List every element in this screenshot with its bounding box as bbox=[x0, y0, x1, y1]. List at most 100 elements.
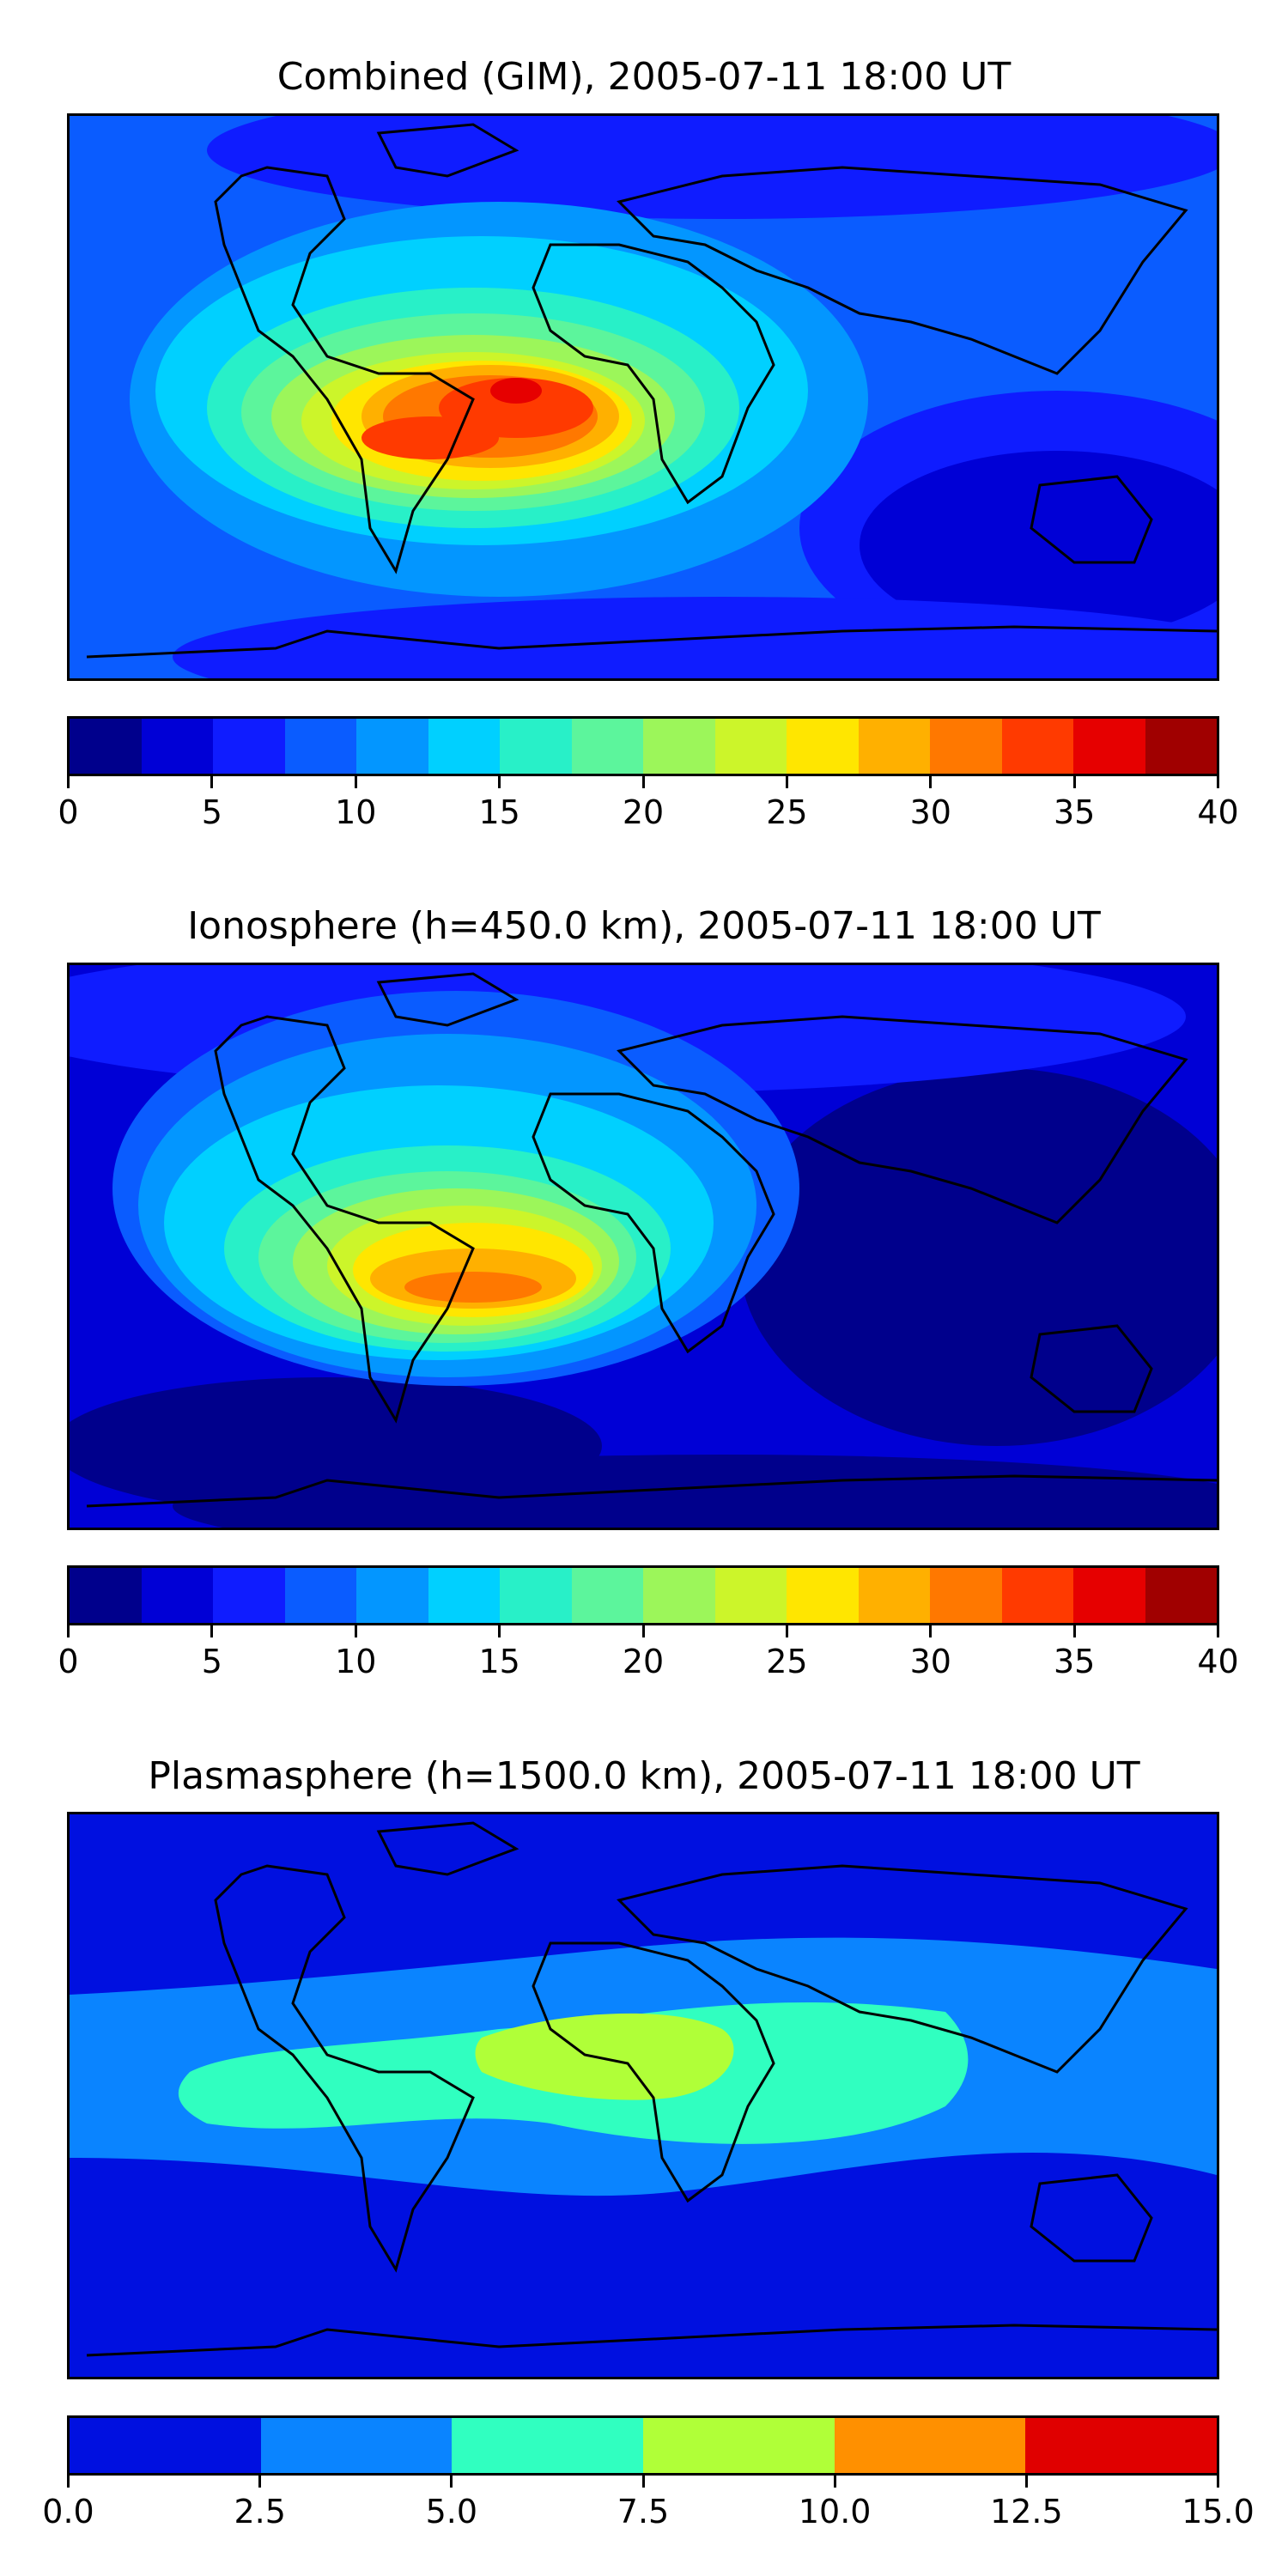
colorbar-segment bbox=[141, 719, 213, 774]
colorbar-tick-label: 0 bbox=[58, 793, 79, 831]
colorbar-segment bbox=[714, 719, 787, 774]
colorbar-segment bbox=[428, 1568, 500, 1623]
colorbar-plasmasphere bbox=[67, 2415, 1219, 2476]
colorbar-tick bbox=[833, 2476, 836, 2488]
colorbar-tick bbox=[354, 1625, 357, 1637]
colorbar-segment bbox=[1025, 2418, 1217, 2473]
colorbar-segment bbox=[1073, 1568, 1145, 1623]
colorbar-ionosphere bbox=[67, 1565, 1219, 1625]
colorbar-tick-label: 5 bbox=[201, 793, 222, 831]
colorbar-segment bbox=[643, 2418, 835, 2473]
colorbar-segment bbox=[1073, 719, 1145, 774]
colorbar-segment bbox=[714, 1568, 787, 1623]
colorbar-segment bbox=[571, 1568, 643, 1623]
colorbar-segment bbox=[500, 719, 572, 774]
colorbar-tick bbox=[641, 2476, 645, 2488]
colorbar-tick bbox=[67, 2476, 70, 2488]
colorbar-tick-label: 25 bbox=[766, 1643, 808, 1680]
colorbar-segment bbox=[1001, 1568, 1073, 1623]
colorbar-tick-label: 15 bbox=[478, 1643, 520, 1680]
colorbar-tick-label: 25 bbox=[766, 793, 808, 831]
colorbar-tick-label: 20 bbox=[622, 1643, 665, 1680]
colorbar-tick bbox=[641, 776, 645, 788]
colorbar-tick-label: 5 bbox=[201, 1643, 222, 1680]
colorbar-segment bbox=[930, 1568, 1002, 1623]
colorbar-tick bbox=[1072, 1625, 1076, 1637]
colorbar-segment bbox=[452, 2418, 644, 2473]
colorbar-tick bbox=[1217, 776, 1219, 788]
colorbar-tick bbox=[1217, 2476, 1219, 2488]
colorbar-tick-label: 12.5 bbox=[990, 2493, 1063, 2530]
colorbar-segment bbox=[284, 719, 356, 774]
colorbar-tick-label: 35 bbox=[1053, 793, 1096, 831]
colorbar-segment bbox=[70, 1568, 142, 1623]
colorbar-tick bbox=[498, 776, 501, 788]
colorbar-segment bbox=[834, 2418, 1026, 2473]
colorbar-tick bbox=[450, 2476, 453, 2488]
colorbar-segment bbox=[930, 719, 1002, 774]
colorbar-tick bbox=[785, 1625, 788, 1637]
panel-title-combined: Combined (GIM), 2005-07-11 18:00 UT bbox=[276, 55, 1012, 99]
colorbar-tick-label: 2.5 bbox=[234, 2493, 286, 2530]
colorbar-tick-label: 10 bbox=[335, 793, 377, 831]
coastlines bbox=[86, 123, 1217, 659]
colorbar-tick bbox=[210, 776, 214, 788]
colorbar-tick-label: 5.0 bbox=[425, 2493, 478, 2530]
colorbar-tick bbox=[258, 2476, 262, 2488]
colorbar-segment bbox=[284, 1568, 356, 1623]
map-combined-svg bbox=[70, 116, 1217, 678]
colorbar-tick-label: 15.0 bbox=[1182, 2493, 1255, 2530]
colorbar-tick-label: 0 bbox=[58, 1643, 79, 1680]
colorbar-tick bbox=[67, 776, 70, 788]
colorbar-segment bbox=[643, 719, 715, 774]
colorbar-segment bbox=[356, 719, 428, 774]
panel-title-plasmasphere: Plasmasphere (h=1500.0 km), 2005-07-11 1… bbox=[148, 1754, 1140, 1798]
colorbar-tick-label: 35 bbox=[1053, 1643, 1096, 1680]
colorbar-segment bbox=[70, 2418, 261, 2473]
coastlines bbox=[86, 972, 1217, 1508]
colorbar-segment bbox=[571, 719, 643, 774]
colorbar-tick bbox=[785, 776, 788, 788]
colorbar-tick-label: 15 bbox=[478, 793, 520, 831]
colorbar-segment bbox=[70, 719, 142, 774]
colorbar-tick bbox=[1072, 776, 1076, 788]
map-combined bbox=[67, 113, 1219, 681]
colorbar-tick-label: 10 bbox=[335, 1643, 377, 1680]
colorbar-tick-label: 30 bbox=[909, 793, 951, 831]
colorbar-segment bbox=[356, 1568, 428, 1623]
map-ionosphere-svg bbox=[70, 965, 1217, 1528]
colorbar-segment bbox=[500, 1568, 572, 1623]
colorbar-segment bbox=[141, 1568, 213, 1623]
colorbar-tick-label: 7.5 bbox=[617, 2493, 670, 2530]
colorbar-segment bbox=[858, 719, 930, 774]
colorbar-tick bbox=[929, 776, 933, 788]
colorbar-tick bbox=[929, 1625, 933, 1637]
colorbar-tick-label: 20 bbox=[622, 793, 665, 831]
colorbar-tick bbox=[498, 1625, 501, 1637]
colorbar-tick-label: 30 bbox=[909, 1643, 951, 1680]
colorbar-combined bbox=[67, 716, 1219, 776]
colorbar-segment bbox=[787, 1568, 859, 1623]
colorbar-segment bbox=[643, 1568, 715, 1623]
colorbar-tick bbox=[210, 1625, 214, 1637]
colorbar-segment bbox=[1145, 1568, 1217, 1623]
colorbar-tick-label: 0.0 bbox=[42, 2493, 94, 2530]
colorbar-tick bbox=[1024, 2476, 1028, 2488]
colorbar-segment bbox=[1001, 719, 1073, 774]
colorbar-tick-label: 40 bbox=[1197, 793, 1239, 831]
colorbar-tick bbox=[1217, 1625, 1219, 1637]
colorbar-segment bbox=[428, 719, 500, 774]
colorbar-segment bbox=[213, 719, 285, 774]
colorbar-segment bbox=[1145, 719, 1217, 774]
map-plasmasphere bbox=[67, 1812, 1219, 2379]
coastlines bbox=[86, 1821, 1217, 2357]
colorbar-tick bbox=[641, 1625, 645, 1637]
panel-title-ionosphere: Ionosphere (h=450.0 km), 2005-07-11 18:0… bbox=[187, 904, 1101, 948]
colorbar-tick-label: 10.0 bbox=[798, 2493, 872, 2530]
colorbar-tick bbox=[354, 776, 357, 788]
map-plasmasphere-svg bbox=[70, 1814, 1217, 2377]
colorbar-tick-label: 40 bbox=[1197, 1643, 1239, 1680]
map-ionosphere bbox=[67, 963, 1219, 1530]
colorbar-segment bbox=[260, 2418, 453, 2473]
colorbar-segment bbox=[858, 1568, 930, 1623]
